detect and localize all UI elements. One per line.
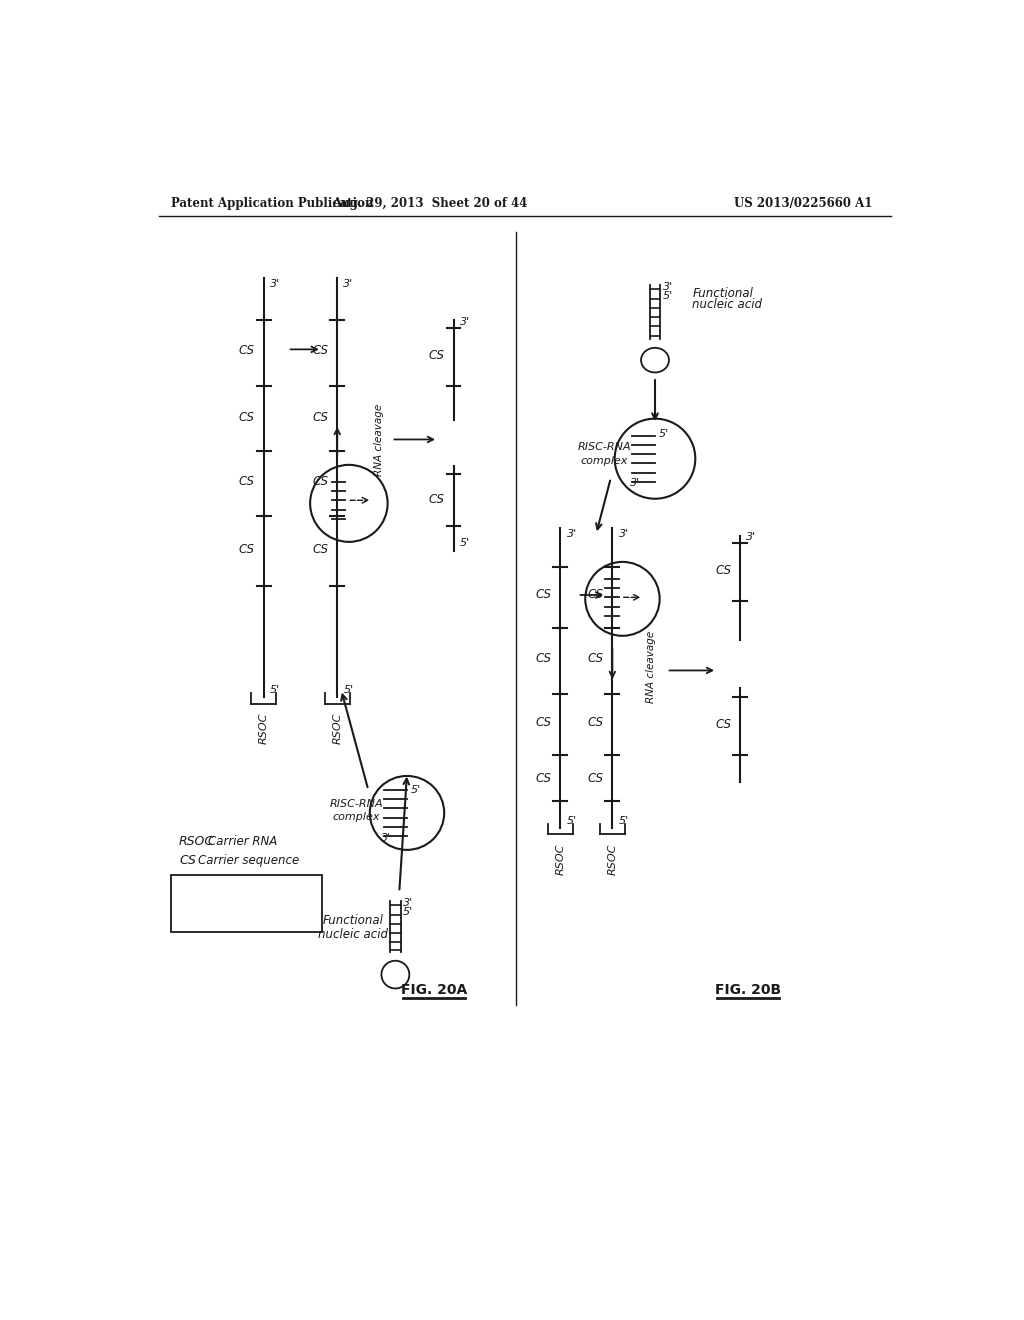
Text: Carrier RNA: Carrier RNA: [208, 834, 278, 847]
Text: 5': 5': [270, 685, 280, 694]
Text: 5': 5': [460, 539, 470, 548]
Text: nucleic acid: nucleic acid: [317, 928, 388, 941]
Text: CS: CS: [715, 718, 731, 731]
Text: FIG. 20A: FIG. 20A: [401, 983, 467, 997]
Text: CS: CS: [536, 772, 551, 785]
Text: Functional: Functional: [692, 286, 753, 300]
Text: CS: CS: [239, 543, 255, 556]
Text: 3': 3': [343, 279, 353, 289]
Text: US 2013/0225660 A1: US 2013/0225660 A1: [733, 197, 872, 210]
Text: RNA cleavage: RNA cleavage: [375, 404, 384, 475]
Text: 3': 3': [746, 532, 757, 543]
Text: 3': 3': [566, 529, 577, 539]
Text: 5': 5': [403, 907, 414, 917]
Text: CS: CS: [588, 652, 603, 665]
Text: 5': 5': [343, 685, 353, 694]
Text: CS: CS: [715, 564, 731, 577]
Text: CS: CS: [536, 717, 551, 730]
Text: 5': 5': [658, 429, 669, 440]
Text: RNA cleavage: RNA cleavage: [646, 631, 655, 702]
Text: 5': 5': [618, 816, 629, 825]
Text: CS: CS: [588, 589, 603, 602]
Text: CS: CS: [239, 475, 255, 488]
Text: CS: CS: [536, 652, 551, 665]
Text: Aug. 29, 2013  Sheet 20 of 44: Aug. 29, 2013 Sheet 20 of 44: [333, 197, 528, 210]
Text: Patent Application Publication: Patent Application Publication: [171, 197, 373, 210]
Text: RSOC: RSOC: [178, 834, 213, 847]
Text: 3': 3': [381, 833, 391, 842]
Bar: [171, 874, 322, 932]
Text: CS: CS: [312, 475, 329, 488]
Text: RSOC: RSOC: [555, 843, 565, 875]
Text: complex: complex: [333, 812, 380, 822]
Text: CS: CS: [239, 411, 255, 424]
Text: 3': 3': [403, 898, 414, 908]
Text: CS: CS: [588, 772, 603, 785]
Text: CS: CS: [428, 492, 444, 506]
Text: CS: CS: [588, 717, 603, 730]
Text: 5': 5': [411, 785, 421, 795]
Text: complex: complex: [581, 455, 629, 466]
Text: 3': 3': [270, 279, 280, 289]
Text: RISC-RNA: RISC-RNA: [330, 799, 383, 809]
Text: CS: CS: [239, 345, 255, 358]
Text: nucleic acid: nucleic acid: [692, 298, 762, 312]
Text: CS: CS: [312, 543, 329, 556]
Text: 3': 3': [630, 478, 640, 488]
Text: 3': 3': [618, 529, 629, 539]
Text: Functional: Functional: [323, 915, 383, 927]
Text: CS: CS: [536, 589, 551, 602]
Text: CS: CS: [180, 854, 197, 867]
Text: 3': 3': [663, 282, 673, 292]
Text: CS: CS: [312, 411, 329, 424]
Text: RSOC: RSOC: [259, 713, 268, 744]
Text: FIG. 20B: FIG. 20B: [715, 983, 781, 997]
Text: Carrier sequence: Carrier sequence: [198, 854, 299, 867]
Text: RSOC: RSOC: [607, 843, 617, 875]
Text: CS: CS: [312, 345, 329, 358]
Text: RSOC: RSOC: [332, 713, 342, 744]
Text: 5': 5': [566, 816, 577, 825]
Text: RISC-RNA: RISC-RNA: [578, 442, 632, 453]
Text: 3': 3': [460, 317, 470, 326]
Text: CS: CS: [428, 348, 444, 362]
Text: 5': 5': [663, 292, 673, 301]
